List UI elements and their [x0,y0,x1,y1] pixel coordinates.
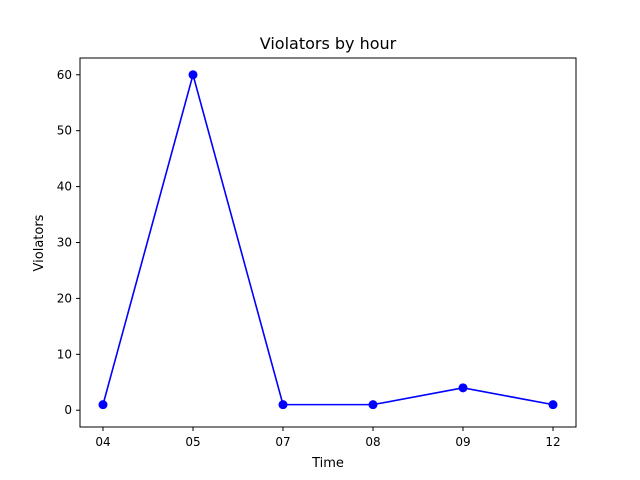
data-point [98,400,108,410]
chart-title: Violators by hour [260,34,397,53]
data-point [548,400,558,410]
x-tick-label: 07 [275,435,290,449]
x-tick-label: 05 [185,435,200,449]
x-axis: 04 05 07 08 09 12 [95,427,561,449]
x-tick-label: 09 [455,435,470,449]
x-axis-label: Time [311,456,344,471]
y-tick-label: 30 [57,236,72,250]
series-violators [98,70,558,410]
data-point [278,400,288,410]
y-tick-label: 0 [64,403,72,417]
y-tick-label: 20 [57,291,72,305]
y-axis: 0 10 20 30 40 50 60 [57,68,80,417]
y-tick-label: 10 [57,347,72,361]
x-tick-label: 08 [365,435,380,449]
data-point [368,400,378,410]
x-tick-label: 04 [95,435,110,449]
plot-area-frame [79,57,577,428]
data-point [458,383,468,393]
y-tick-label: 60 [57,68,72,82]
data-point [188,70,198,80]
y-tick-label: 40 [57,180,72,194]
series-line [102,71,554,406]
x-tick-label: 12 [545,435,560,449]
y-axis-label: Violators [32,214,47,271]
y-tick-label: 50 [57,124,72,138]
